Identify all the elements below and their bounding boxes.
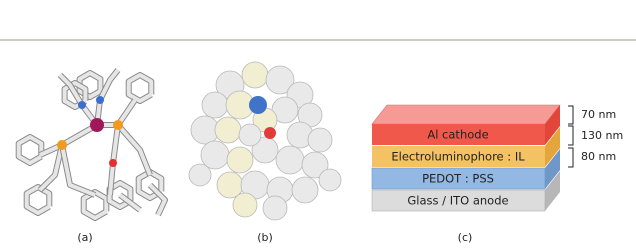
layer-label: PEDOT : PSS (422, 172, 494, 186)
atom (96, 96, 104, 104)
atom-sphere (189, 164, 211, 186)
atom-sphere (233, 193, 257, 217)
page: {"panels": [ {"label": "(a)"}, {"label":… (0, 0, 636, 252)
bond (129, 75, 152, 101)
atom-sphere (201, 141, 229, 169)
panel-label: (c) (458, 231, 473, 244)
molecule-space-filling (189, 62, 341, 220)
atom (78, 101, 86, 109)
atom (109, 159, 117, 167)
atom-sphere (292, 177, 318, 203)
panel-label: (b) (257, 231, 273, 244)
atom-sphere (227, 147, 253, 173)
bond (84, 192, 107, 218)
bond (27, 187, 50, 213)
atom-sphere (249, 96, 267, 114)
atom-sphere (319, 169, 341, 191)
thickness-label: 130 nm (581, 129, 623, 142)
atom-sphere (264, 127, 276, 139)
atom (90, 118, 104, 132)
layer-label: Glass / ITO anode (407, 194, 508, 208)
thickness-brackets (568, 106, 573, 167)
atom-sphere (276, 146, 304, 174)
layer-top-face (372, 105, 560, 124)
figure: Al cathode Electroluminophore : IL PEDOT… (0, 0, 636, 252)
atom-sphere (239, 124, 261, 146)
molecule-stick-model (19, 70, 165, 218)
atom (113, 120, 123, 130)
atom (57, 140, 67, 150)
atom-sphere (242, 62, 268, 88)
page-body: Al cathode Electroluminophore : IL PEDOT… (0, 0, 636, 252)
thickness-label: 80 nm (581, 150, 616, 163)
bond (19, 137, 42, 163)
bracket (568, 126, 573, 145)
bond (118, 125, 150, 175)
bracket (568, 106, 573, 124)
layer-label: Al cathode (427, 128, 488, 142)
bracket (568, 148, 573, 167)
atom-sphere (308, 128, 332, 152)
bond (62, 145, 95, 195)
device-stack: Al cathode Electroluminophore : IL PEDOT… (372, 105, 560, 211)
atom-sphere (202, 92, 228, 118)
thickness-label: 70 nm (581, 108, 616, 121)
atom-sphere (263, 196, 287, 220)
layer-label: Electroluminophore : IL (391, 150, 525, 164)
atom-sphere (215, 117, 241, 143)
panel-label: (a) (77, 231, 92, 244)
